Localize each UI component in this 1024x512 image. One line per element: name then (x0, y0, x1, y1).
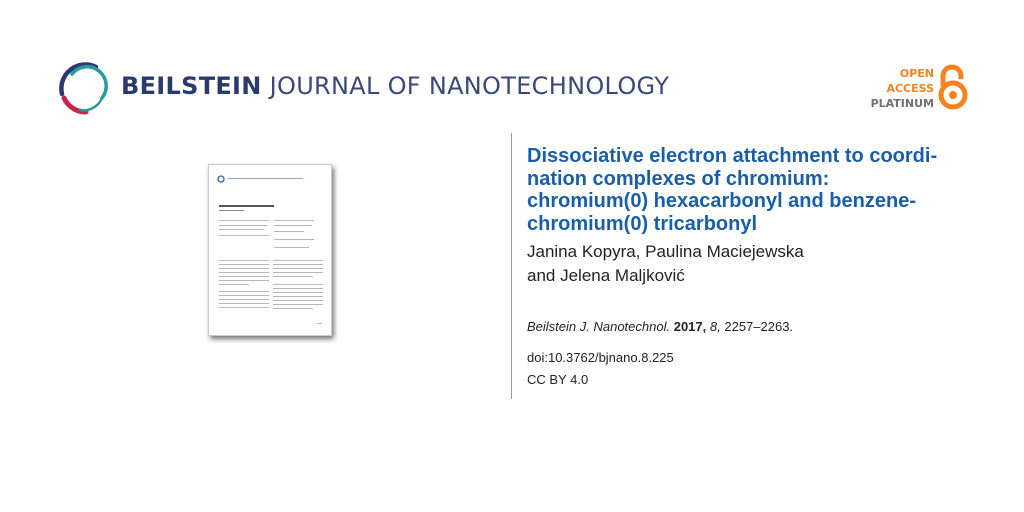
journal-name: BEILSTEIN JOURNAL OF NANOTECHNOLOGY (121, 72, 669, 100)
vertical-divider (511, 133, 512, 399)
article-authors: Janina Kopyra, Paulina Maciejewska and J… (527, 240, 804, 288)
citation: Beilstein J. Nanotechnol. 2017, 8, 2257–… (527, 319, 793, 334)
open-access-badge: OPEN ACCESS PLATINUM (850, 66, 934, 111)
oa-line1: OPEN (899, 67, 934, 80)
authors-line: and Jelena Maljković (527, 266, 685, 285)
oa-line3: PLATINUM (870, 97, 934, 110)
doi[interactable]: doi:10.3762/bjnano.8.225 (527, 350, 674, 365)
title-line: Dissociative electron attachment to coor… (527, 145, 938, 167)
beilstein-logo-icon (59, 62, 108, 115)
article-thumbnail[interactable] (208, 164, 332, 336)
open-lock-icon (938, 64, 968, 110)
article-title: Dissociative electron attachment to coor… (527, 145, 977, 235)
license: CC BY 4.0 (527, 372, 589, 387)
citation-volume: 8, (709, 319, 721, 334)
thumbnail-logo-icon (217, 175, 225, 183)
journal-name-bold: BEILSTEIN (121, 72, 262, 100)
citation-journal: Beilstein J. Nanotechnol. (527, 319, 671, 334)
citation-pages: 2257–2263. (724, 319, 794, 334)
citation-year: 2017, (673, 319, 707, 334)
authors-line: Janina Kopyra, Paulina Maciejewska (527, 242, 804, 261)
title-line: nation complexes of chromium: (527, 167, 830, 190)
oa-line2: ACCESS (886, 82, 934, 95)
title-line: chromium(0) hexacarbonyl and benzene- (527, 190, 916, 212)
title-line: chromium(0) tricarbonyl (527, 212, 758, 235)
journal-name-rest: JOURNAL OF NANOTECHNOLOGY (269, 72, 670, 100)
